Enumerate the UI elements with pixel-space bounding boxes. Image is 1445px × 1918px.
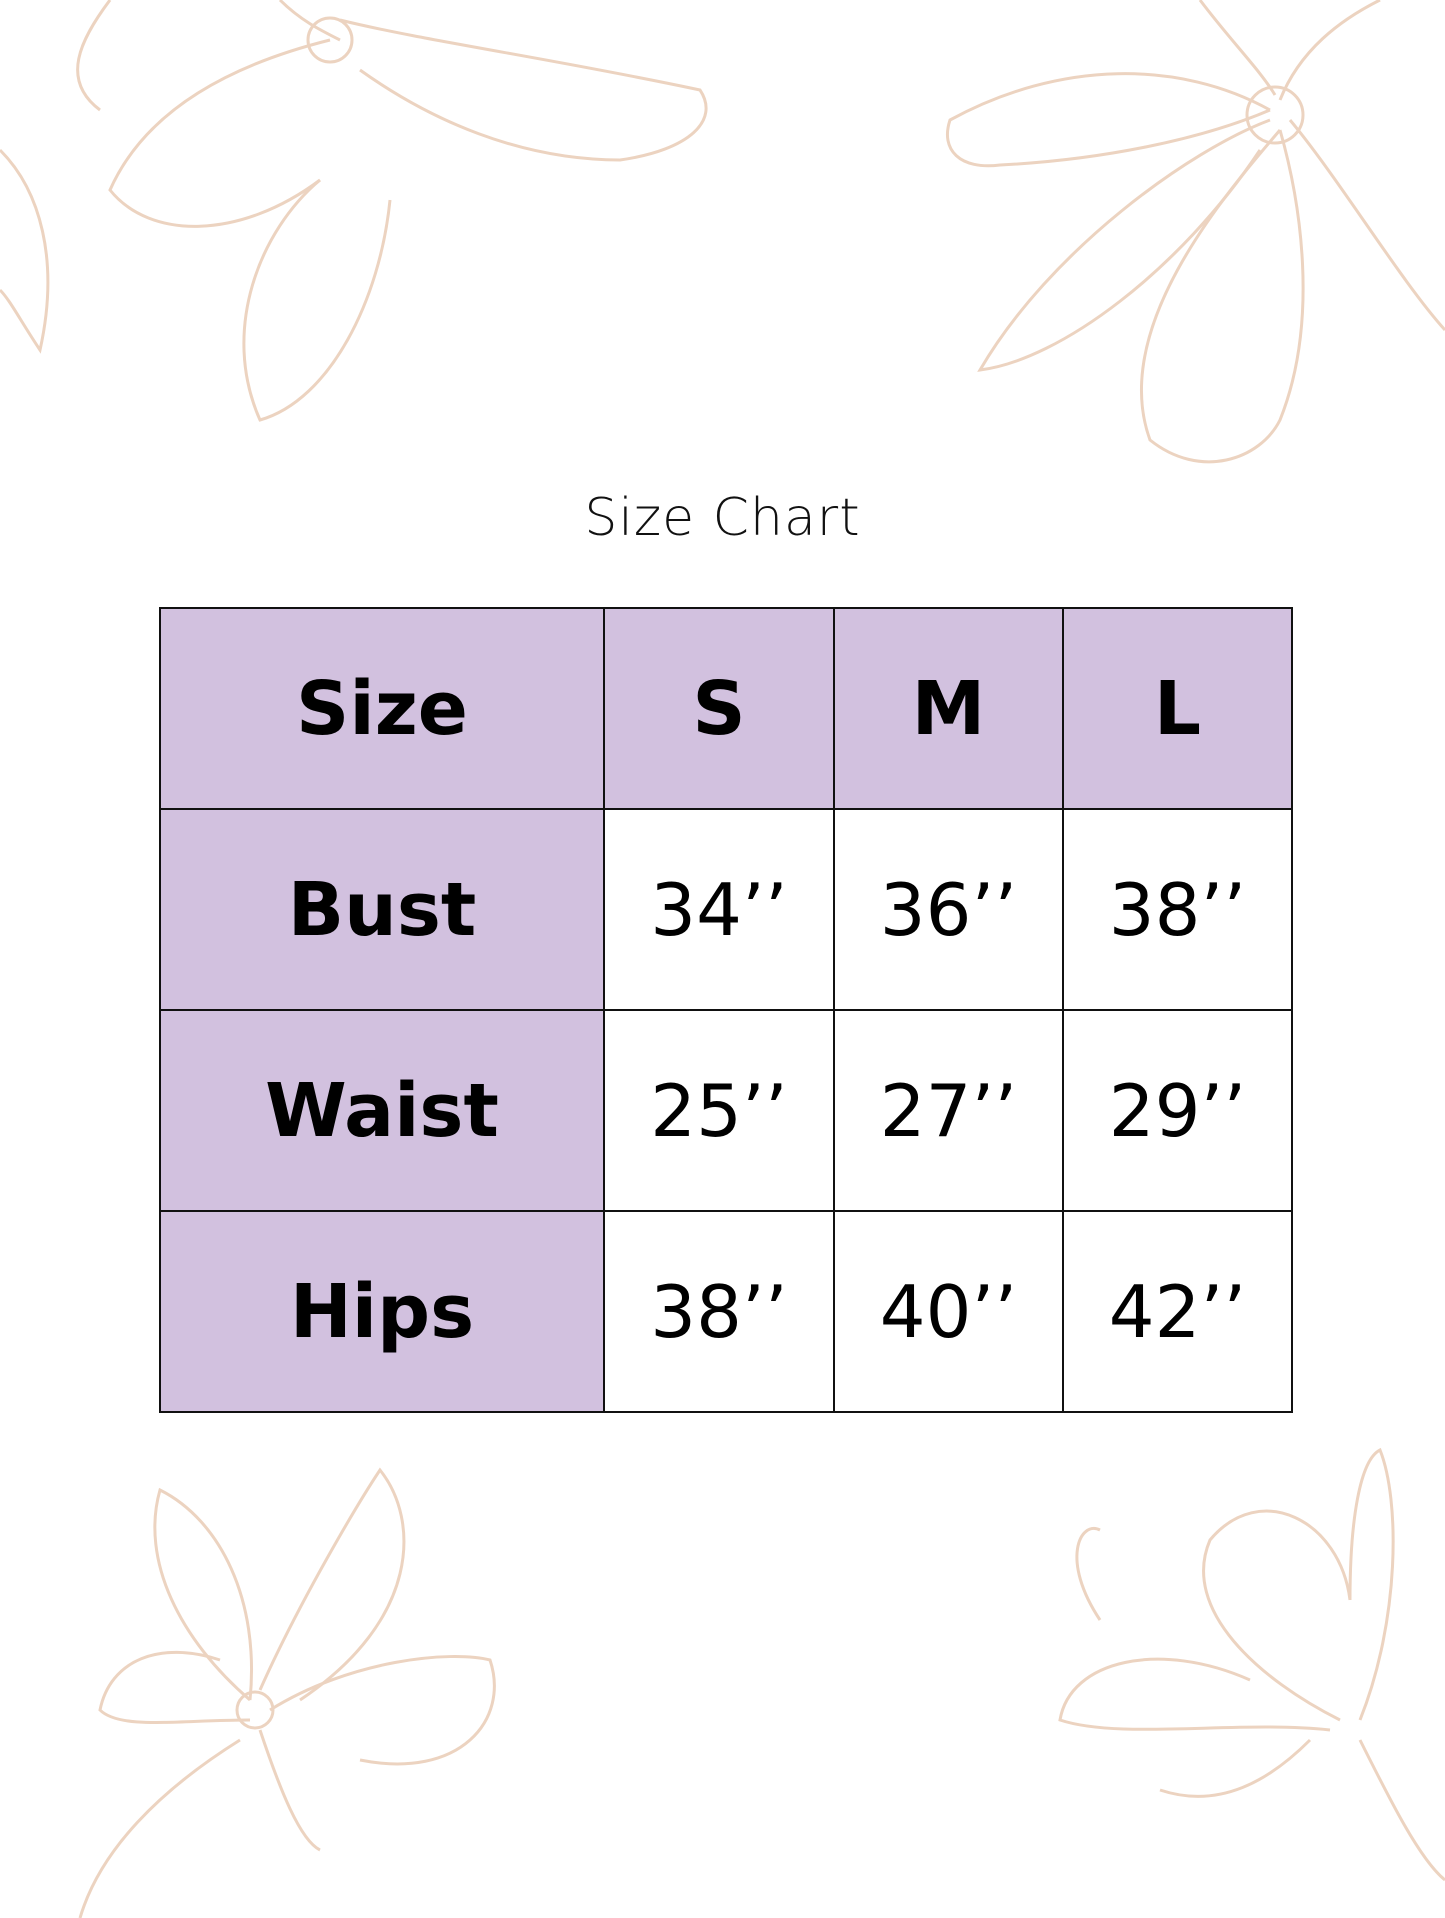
- table-cell: 40’’: [833, 1210, 1064, 1413]
- row-label: Waist: [159, 1009, 605, 1212]
- table-header-row: Size S M L: [159, 607, 1293, 810]
- table-row: Bust 34’’ 36’’ 38’’: [159, 808, 1293, 1011]
- table-cell: 25’’: [603, 1009, 835, 1212]
- header-cell: M: [833, 607, 1064, 810]
- header-cell: L: [1062, 607, 1293, 810]
- flower-top-left: [0, 0, 708, 422]
- flower-bottom-right: [1058, 1447, 1445, 1882]
- table-cell: 38’’: [603, 1210, 835, 1413]
- header-cell: S: [603, 607, 835, 810]
- row-label: Hips: [159, 1210, 605, 1413]
- row-label: Bust: [159, 808, 605, 1011]
- table-row: Hips 38’’ 40’’ 42’’: [159, 1210, 1293, 1413]
- flower-top-right: [945, 0, 1445, 464]
- table-cell: 29’’: [1062, 1009, 1293, 1212]
- table-cell: 34’’: [603, 808, 835, 1011]
- table-cell: 27’’: [833, 1009, 1064, 1212]
- page-title: Size Chart: [584, 488, 861, 548]
- table-cell: 38’’: [1062, 808, 1293, 1011]
- size-chart-table: Size S M L Bust 34’’ 36’’ 38’’ Waist 25’…: [159, 607, 1293, 1413]
- table-row: Waist 25’’ 27’’ 29’’: [159, 1009, 1293, 1212]
- header-cell: Size: [159, 607, 605, 810]
- flower-bottom-left: [78, 1467, 496, 1918]
- table-cell: 42’’: [1062, 1210, 1293, 1413]
- table-cell: 36’’: [833, 808, 1064, 1011]
